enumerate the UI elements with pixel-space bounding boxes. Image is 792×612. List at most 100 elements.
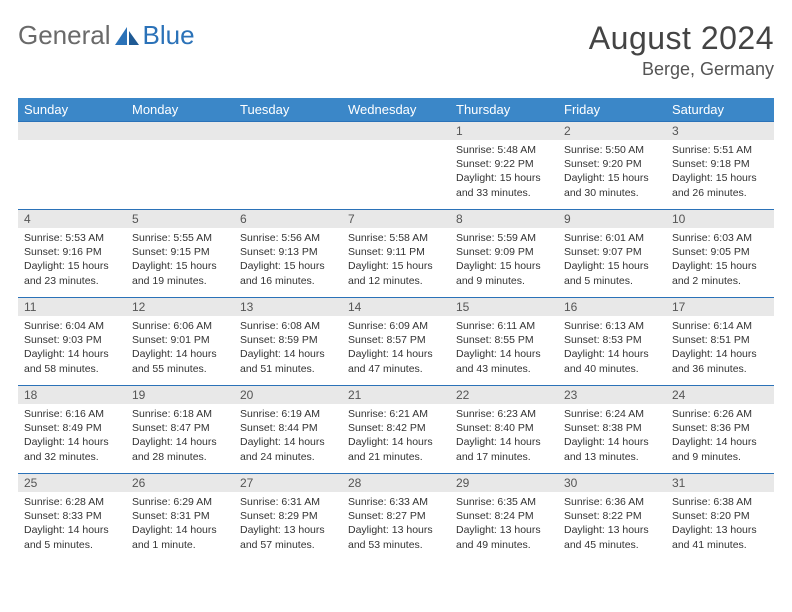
title-block: August 2024 Berge, Germany — [589, 20, 774, 80]
calendar-cell: 24Sunrise: 6:26 AMSunset: 8:36 PMDayligh… — [666, 386, 774, 474]
calendar-cell — [234, 122, 342, 210]
day-details: Sunrise: 6:13 AMSunset: 8:53 PMDaylight:… — [558, 316, 666, 380]
day-number-bar — [126, 122, 234, 140]
logo-text-blue: Blue — [143, 20, 195, 51]
day-details: Sunrise: 6:11 AMSunset: 8:55 PMDaylight:… — [450, 316, 558, 380]
weekday-header: Saturday — [666, 98, 774, 122]
day-number: 24 — [666, 386, 774, 404]
weekday-header: Friday — [558, 98, 666, 122]
day-details: Sunrise: 5:53 AMSunset: 9:16 PMDaylight:… — [18, 228, 126, 292]
day-number: 21 — [342, 386, 450, 404]
day-details: Sunrise: 5:48 AMSunset: 9:22 PMDaylight:… — [450, 140, 558, 204]
day-number: 15 — [450, 298, 558, 316]
weekday-header: Tuesday — [234, 98, 342, 122]
calendar-cell: 23Sunrise: 6:24 AMSunset: 8:38 PMDayligh… — [558, 386, 666, 474]
header: General Blue August 2024 Berge, Germany — [18, 20, 774, 80]
calendar-cell: 29Sunrise: 6:35 AMSunset: 8:24 PMDayligh… — [450, 474, 558, 562]
day-details: Sunrise: 6:31 AMSunset: 8:29 PMDaylight:… — [234, 492, 342, 556]
day-details: Sunrise: 5:58 AMSunset: 9:11 PMDaylight:… — [342, 228, 450, 292]
calendar-cell: 27Sunrise: 6:31 AMSunset: 8:29 PMDayligh… — [234, 474, 342, 562]
day-number: 7 — [342, 210, 450, 228]
day-details: Sunrise: 6:01 AMSunset: 9:07 PMDaylight:… — [558, 228, 666, 292]
day-details: Sunrise: 6:16 AMSunset: 8:49 PMDaylight:… — [18, 404, 126, 468]
day-number: 20 — [234, 386, 342, 404]
calendar-cell: 7Sunrise: 5:58 AMSunset: 9:11 PMDaylight… — [342, 210, 450, 298]
day-number-bar — [342, 122, 450, 140]
calendar-cell: 3Sunrise: 5:51 AMSunset: 9:18 PMDaylight… — [666, 122, 774, 210]
day-number: 1 — [450, 122, 558, 140]
day-details: Sunrise: 6:35 AMSunset: 8:24 PMDaylight:… — [450, 492, 558, 556]
day-number: 17 — [666, 298, 774, 316]
calendar-cell: 31Sunrise: 6:38 AMSunset: 8:20 PMDayligh… — [666, 474, 774, 562]
calendar-cell: 14Sunrise: 6:09 AMSunset: 8:57 PMDayligh… — [342, 298, 450, 386]
calendar-cell: 18Sunrise: 6:16 AMSunset: 8:49 PMDayligh… — [18, 386, 126, 474]
day-number: 6 — [234, 210, 342, 228]
calendar-cell: 4Sunrise: 5:53 AMSunset: 9:16 PMDaylight… — [18, 210, 126, 298]
calendar-cell: 1Sunrise: 5:48 AMSunset: 9:22 PMDaylight… — [450, 122, 558, 210]
day-details: Sunrise: 6:36 AMSunset: 8:22 PMDaylight:… — [558, 492, 666, 556]
day-details: Sunrise: 6:33 AMSunset: 8:27 PMDaylight:… — [342, 492, 450, 556]
calendar-cell: 15Sunrise: 6:11 AMSunset: 8:55 PMDayligh… — [450, 298, 558, 386]
calendar-cell: 19Sunrise: 6:18 AMSunset: 8:47 PMDayligh… — [126, 386, 234, 474]
day-details: Sunrise: 6:04 AMSunset: 9:03 PMDaylight:… — [18, 316, 126, 380]
day-number: 3 — [666, 122, 774, 140]
day-number: 11 — [18, 298, 126, 316]
calendar-cell: 8Sunrise: 5:59 AMSunset: 9:09 PMDaylight… — [450, 210, 558, 298]
calendar-cell: 17Sunrise: 6:14 AMSunset: 8:51 PMDayligh… — [666, 298, 774, 386]
day-details: Sunrise: 5:59 AMSunset: 9:09 PMDaylight:… — [450, 228, 558, 292]
day-details: Sunrise: 6:23 AMSunset: 8:40 PMDaylight:… — [450, 404, 558, 468]
day-number-bar — [234, 122, 342, 140]
day-details: Sunrise: 6:26 AMSunset: 8:36 PMDaylight:… — [666, 404, 774, 468]
day-number: 16 — [558, 298, 666, 316]
day-details: Sunrise: 6:08 AMSunset: 8:59 PMDaylight:… — [234, 316, 342, 380]
day-details: Sunrise: 6:09 AMSunset: 8:57 PMDaylight:… — [342, 316, 450, 380]
day-number: 23 — [558, 386, 666, 404]
day-details: Sunrise: 6:24 AMSunset: 8:38 PMDaylight:… — [558, 404, 666, 468]
calendar-cell: 26Sunrise: 6:29 AMSunset: 8:31 PMDayligh… — [126, 474, 234, 562]
day-number: 5 — [126, 210, 234, 228]
day-details: Sunrise: 5:51 AMSunset: 9:18 PMDaylight:… — [666, 140, 774, 204]
weekday-header: Sunday — [18, 98, 126, 122]
day-number: 2 — [558, 122, 666, 140]
month-title: August 2024 — [589, 20, 774, 57]
day-number: 12 — [126, 298, 234, 316]
calendar-cell — [18, 122, 126, 210]
day-details: Sunrise: 6:19 AMSunset: 8:44 PMDaylight:… — [234, 404, 342, 468]
calendar-cell: 6Sunrise: 5:56 AMSunset: 9:13 PMDaylight… — [234, 210, 342, 298]
day-details: Sunrise: 6:28 AMSunset: 8:33 PMDaylight:… — [18, 492, 126, 556]
calendar-body: 1Sunrise: 5:48 AMSunset: 9:22 PMDaylight… — [18, 122, 774, 562]
day-details: Sunrise: 6:18 AMSunset: 8:47 PMDaylight:… — [126, 404, 234, 468]
day-number: 10 — [666, 210, 774, 228]
day-number: 22 — [450, 386, 558, 404]
day-details: Sunrise: 5:55 AMSunset: 9:15 PMDaylight:… — [126, 228, 234, 292]
day-details: Sunrise: 6:14 AMSunset: 8:51 PMDaylight:… — [666, 316, 774, 380]
calendar-head: SundayMondayTuesdayWednesdayThursdayFrid… — [18, 98, 774, 122]
calendar-cell: 2Sunrise: 5:50 AMSunset: 9:20 PMDaylight… — [558, 122, 666, 210]
calendar-cell: 30Sunrise: 6:36 AMSunset: 8:22 PMDayligh… — [558, 474, 666, 562]
day-details: Sunrise: 6:29 AMSunset: 8:31 PMDaylight:… — [126, 492, 234, 556]
day-number-bar — [18, 122, 126, 140]
calendar-cell: 25Sunrise: 6:28 AMSunset: 8:33 PMDayligh… — [18, 474, 126, 562]
calendar-cell: 13Sunrise: 6:08 AMSunset: 8:59 PMDayligh… — [234, 298, 342, 386]
day-number: 8 — [450, 210, 558, 228]
day-number: 19 — [126, 386, 234, 404]
calendar-cell: 12Sunrise: 6:06 AMSunset: 9:01 PMDayligh… — [126, 298, 234, 386]
day-details: Sunrise: 5:50 AMSunset: 9:20 PMDaylight:… — [558, 140, 666, 204]
calendar-cell: 21Sunrise: 6:21 AMSunset: 8:42 PMDayligh… — [342, 386, 450, 474]
day-number: 18 — [18, 386, 126, 404]
day-number: 14 — [342, 298, 450, 316]
calendar-cell: 5Sunrise: 5:55 AMSunset: 9:15 PMDaylight… — [126, 210, 234, 298]
day-number: 28 — [342, 474, 450, 492]
day-number: 31 — [666, 474, 774, 492]
logo-sail-icon — [113, 25, 141, 47]
day-number: 9 — [558, 210, 666, 228]
day-number: 27 — [234, 474, 342, 492]
weekday-header: Monday — [126, 98, 234, 122]
day-details: Sunrise: 6:21 AMSunset: 8:42 PMDaylight:… — [342, 404, 450, 468]
calendar-cell: 22Sunrise: 6:23 AMSunset: 8:40 PMDayligh… — [450, 386, 558, 474]
calendar-cell — [342, 122, 450, 210]
day-details: Sunrise: 6:03 AMSunset: 9:05 PMDaylight:… — [666, 228, 774, 292]
day-number: 30 — [558, 474, 666, 492]
weekday-header: Thursday — [450, 98, 558, 122]
calendar-cell — [126, 122, 234, 210]
